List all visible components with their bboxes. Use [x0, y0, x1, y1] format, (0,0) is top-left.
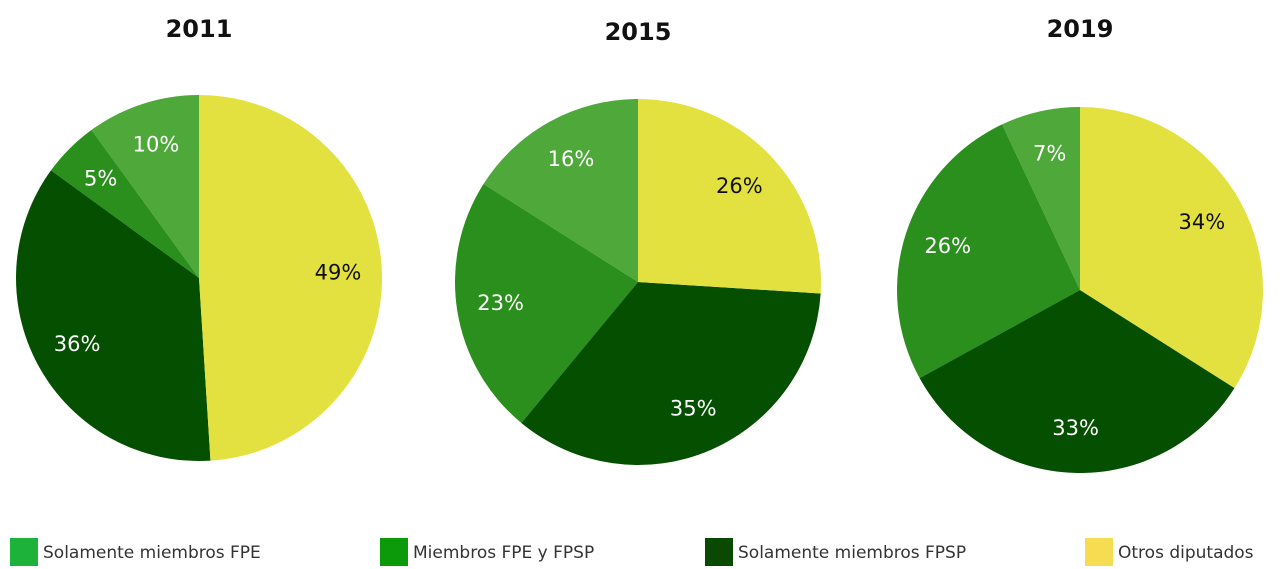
- pie-slice: [483, 99, 638, 282]
- pie-slice: [897, 124, 1080, 379]
- slice-label: 26%: [924, 234, 971, 258]
- pie-slice: [454, 183, 638, 424]
- pie-slice: [521, 282, 821, 466]
- slice-label: 10%: [133, 133, 180, 157]
- slice-label: 23%: [477, 291, 524, 315]
- slice-label: 7%: [1033, 141, 1066, 165]
- chart-title: 2015: [605, 18, 672, 46]
- slice-label: 34%: [1179, 210, 1226, 234]
- legend-swatch: [705, 538, 733, 566]
- slice-label: 33%: [1052, 416, 1099, 440]
- legend-swatch: [380, 538, 408, 566]
- pie-slice: [199, 95, 382, 461]
- slice-label: 35%: [670, 397, 717, 421]
- pie-slice: [50, 129, 199, 278]
- pie-slice: [1002, 107, 1080, 290]
- legend-swatch: [1085, 538, 1113, 566]
- slice-label: 49%: [315, 261, 362, 285]
- legend-label: Solamente miembros FPE: [43, 543, 261, 563]
- legend-label: Otros diputados: [1118, 543, 1254, 563]
- pie-slice: [919, 290, 1235, 473]
- slice-label: 36%: [54, 332, 101, 356]
- legend-label: Miembros FPE y FPSP: [413, 543, 594, 563]
- chart-title: 2019: [1047, 15, 1114, 43]
- legend-swatch: [10, 538, 38, 566]
- pie-slice: [91, 95, 199, 278]
- slice-label: 5%: [84, 167, 117, 191]
- legend-label: Solamente miembros FPSP: [738, 543, 966, 563]
- pie-slice: [1080, 107, 1263, 389]
- pie-slice: [16, 170, 211, 461]
- slice-label: 16%: [548, 147, 595, 171]
- slice-label: 26%: [716, 174, 763, 198]
- chart-title: 2011: [166, 15, 233, 43]
- pie-slice: [638, 99, 821, 294]
